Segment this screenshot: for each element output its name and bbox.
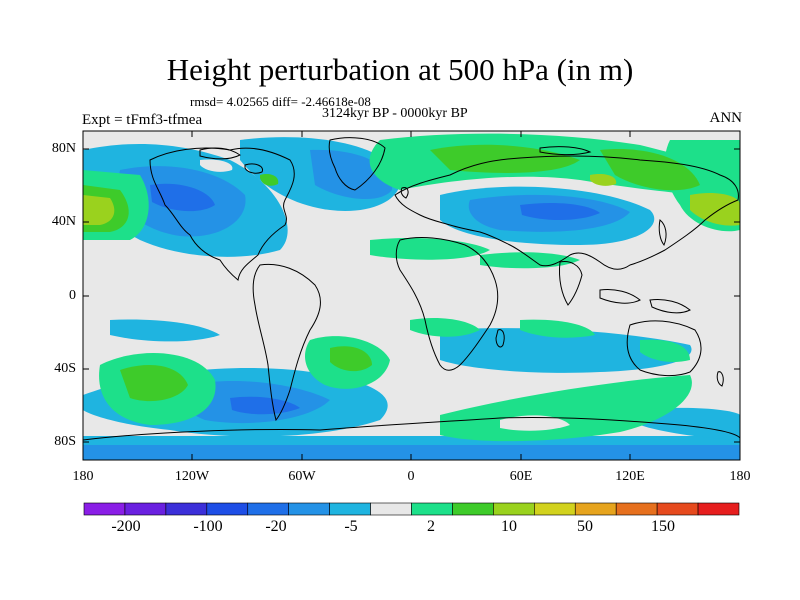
lon-label-0: 0 [407,469,415,484]
colorbar-swatch [452,502,494,516]
colorbar-label: -20 [265,518,287,535]
colorbar-label: 10 [501,518,517,535]
lat-label-40s: 40S [54,361,76,376]
map-title: Height perturbation at 500 hPa (in m) [166,52,634,87]
colorbar-swatch [656,502,699,516]
colorbar-label: 2 [427,518,435,535]
colorbar-swatch [165,502,208,516]
colorbar-swatch [697,502,740,516]
colorbar-swatch [83,502,126,516]
colorbar-swatch [329,502,371,516]
lon-label-60e: 60E [509,469,533,484]
colorbar-label: -100 [193,518,223,535]
colorbar-swatch [615,502,658,516]
period-label: 3124kyr BP - 0000kyr BP [322,106,468,121]
colorbar-swatch [247,502,289,516]
yellowgreen-regions [83,174,740,226]
lon-label-120w: 120W [174,469,210,484]
colorbar-swatch [493,502,535,516]
colorbar-swatch [124,502,167,516]
lat-label-80s: 80S [54,434,76,449]
darkblue-regions [150,183,600,415]
colorbar-swatch [206,502,249,516]
colorbar-swatch [534,502,576,516]
colorbar [83,502,740,516]
white-holes [200,159,570,431]
lon-label-60w: 60W [288,469,316,484]
colorbar-label: 50 [577,518,593,535]
stats-line: rmsd= 4.02565 diff= -2.46618e-08 [190,94,371,109]
season-label: ANN [709,110,743,126]
colorbar-swatch [411,502,453,516]
colorbar-label: 150 [651,518,675,535]
contour-field [83,131,740,460]
lon-label-180w: 180 [72,469,94,484]
lat-label-80n: 80N [51,141,76,156]
lon-label-180e: 180 [729,469,751,484]
lat-label-40n: 40N [51,214,76,229]
colorbar-swatch [288,502,330,516]
colorbar-label: -200 [111,518,141,535]
axis-ticks [83,131,740,460]
colorbar-swatch [574,502,617,516]
lon-label-120e: 120E [615,469,645,484]
lat-label-0: 0 [69,288,76,303]
coastlines [83,137,740,441]
colorbar-swatch [370,502,412,516]
experiment-label: Expt = tFmf3-tfmea [82,112,203,128]
colorbar-label: -5 [344,518,358,535]
